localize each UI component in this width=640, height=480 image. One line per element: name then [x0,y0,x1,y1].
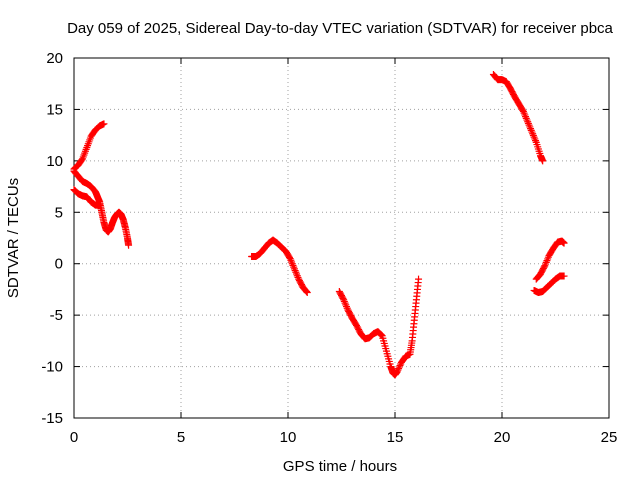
data-point-interp [542,260,550,268]
data-point-interp [529,131,537,139]
data-point-interp [544,255,552,263]
data-point [560,272,568,280]
data-point [524,118,532,126]
data-point-interp [303,288,311,296]
series-arc-1b [70,167,133,249]
data-point-interp [294,273,302,281]
axis-ticks: 0 5 10 15 20 25 -15 -10 -5 0 5 10 15 20 [41,50,617,446]
data-point-interp [342,301,350,309]
data-point-interp [343,304,351,312]
data-point-interp [341,299,349,307]
x-tick-label: 25 [601,429,618,446]
y-tick-label: 20 [46,50,63,67]
data-point [415,275,423,283]
data-point-interp [525,121,533,129]
data-point [286,255,294,263]
data-point-interp [288,260,296,268]
y-tick-label: 15 [46,101,63,118]
data-point [393,368,401,376]
data-point [100,120,108,128]
x-tick-label: 5 [177,429,185,446]
data-points [70,70,568,379]
y-tick-label: -5 [50,307,63,324]
data-point-interp [523,116,531,124]
data-point-interp [542,258,550,266]
data-point [96,201,104,209]
y-tick-label: 0 [55,256,63,273]
grid [74,58,609,418]
x-tick-label: 0 [70,429,78,446]
y-tick-label: 5 [55,204,63,221]
data-point-interp [522,113,530,121]
data-point [560,239,568,247]
data-point-interp [532,137,540,145]
data-point-interp [527,125,535,133]
data-point-interp [521,111,529,119]
data-point-interp [377,330,385,338]
data-point-interp [531,135,539,143]
data-point-interp [293,272,301,280]
data-point-interp [290,263,298,271]
x-axis-label: GPS time / hours [283,458,397,475]
x-tick-label: 20 [494,429,511,446]
data-point-interp [524,119,532,127]
y-axis-label: SDTVAR / TECUs [5,178,22,298]
plot-frame [73,57,610,419]
series-arc-4a [489,70,547,165]
data-point [125,241,133,249]
series-arc-4c [532,237,568,283]
data-point-interp [377,331,385,339]
data-point-interp [342,303,350,311]
data-point-interp [540,263,548,271]
chart-title: Day 059 of 2025, Sidereal Day-to-day VTE… [67,20,613,37]
data-point-interp [288,258,296,266]
data-point-interp [522,114,530,122]
y-tick-label: -10 [41,359,63,376]
data-point [528,128,536,136]
data-point-interp [395,365,403,373]
series-arc-1c [70,186,104,209]
data-point-interp [292,268,300,276]
series-arc-2 [248,236,311,297]
data-point-interp [543,257,551,265]
data-point-interp [302,287,310,295]
y-tick-label: -15 [41,410,63,427]
data-point-interp [520,109,528,117]
data-point-interp [293,270,301,278]
series-arc-4b [530,272,568,297]
data-point-interp [530,133,538,141]
data-point-interp [340,297,348,305]
data-point-interp [289,261,297,269]
data-point [340,296,348,304]
data-point-interp [529,130,537,138]
y-tick-label: 10 [46,153,63,170]
data-point-interp [395,363,403,371]
data-point [519,107,527,115]
data-point [290,265,298,273]
series-arc-3 [335,275,423,379]
data-point [303,289,311,297]
data-point-interp [287,256,295,264]
x-tick-label: 15 [387,429,404,446]
data-point-interp [291,267,299,275]
data-point [541,262,549,270]
data-point-interp [394,366,402,374]
data-point-interp [396,362,404,370]
series-arc-1a [70,120,108,173]
data-point [539,157,547,165]
data-point-interp [526,123,534,131]
data-point-interp [339,294,347,302]
x-tick-label: 10 [280,429,297,446]
data-point-interp [527,126,535,134]
